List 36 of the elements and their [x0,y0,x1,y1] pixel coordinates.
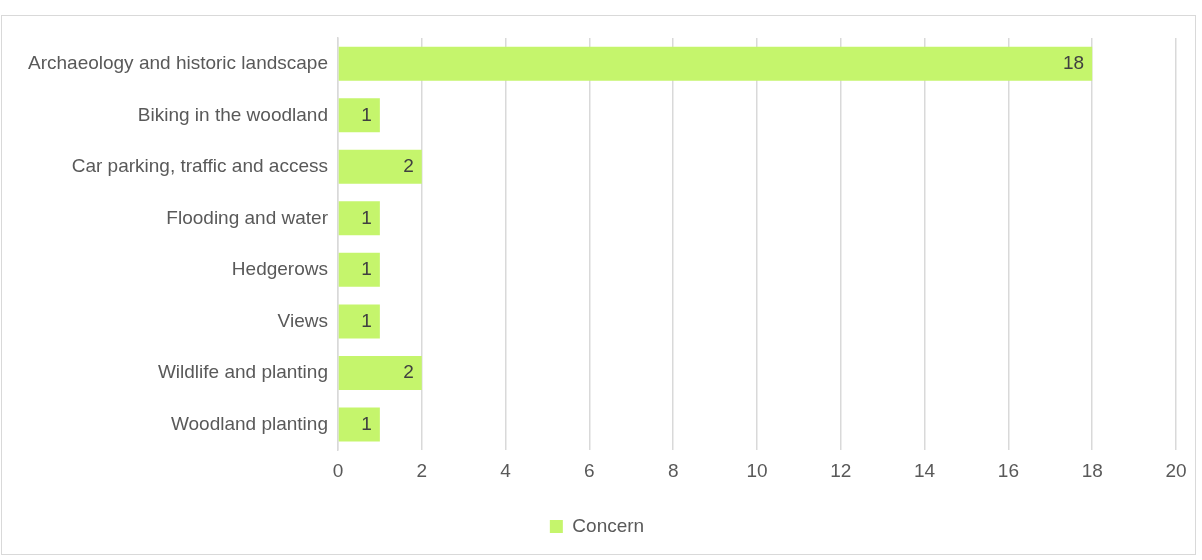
y-tick-label: Archaeology and historic landscape [28,52,328,73]
y-tick-label: Flooding and water [166,206,329,228]
bar [338,252,380,287]
legend-label: Concern [572,514,645,536]
y-tick-label: Wildlife and planting [157,361,328,383]
x-tick-label: 20 [1165,459,1187,481]
x-tick-label: 16 [997,459,1019,481]
x-tick-label: 2 [416,459,428,481]
bar [338,149,422,184]
bar [338,98,380,133]
y-tick-label: Hedgerows [231,258,328,280]
bar [338,304,380,339]
x-tick-label: 12 [830,459,852,481]
bar [338,46,1093,81]
data-label: 1 [361,258,372,280]
y-tick-label: Woodland planting [170,412,328,434]
data-label: 2 [403,361,414,383]
data-label: 1 [361,412,372,434]
x-tick-label: 4 [500,459,512,481]
data-label: 18 [1063,52,1085,73]
x-tick-label: 14 [914,459,936,481]
x-tick-label: 10 [746,459,768,481]
bar [338,201,380,236]
bar [338,355,422,390]
y-tick-label: Views [277,309,328,331]
data-label: 1 [361,103,372,125]
bar [338,407,380,442]
y-tick-label: Car parking, traffic and access [71,155,328,177]
data-label: 1 [361,206,372,228]
data-label: 1 [361,309,372,331]
x-tick-label: 6 [584,459,595,481]
x-tick-label: 8 [667,459,679,481]
x-tick-label: 0 [332,459,344,481]
y-tick-label: Biking in the woodland [137,103,328,125]
data-label: 2 [403,155,414,177]
x-tick-label: 18 [1081,459,1103,481]
